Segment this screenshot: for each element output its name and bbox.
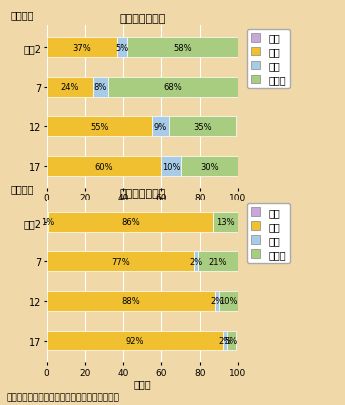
Bar (47, 212, 49, 232)
Text: 資料）国土交通省「全国幹線旅客純流動調査」: 資料）国土交通省「全国幹線旅客純流動調査」 (7, 392, 120, 401)
Legend: 航空, 鉄道, バス, 乗用車: 航空, 鉄道, バス, 乗用車 (247, 30, 290, 89)
Text: 1%: 1% (41, 218, 54, 227)
Bar (161, 157, 181, 177)
Text: 5%: 5% (116, 44, 129, 53)
Bar (127, 38, 238, 58)
Text: 5%: 5% (225, 336, 238, 345)
Text: 37%: 37% (73, 44, 91, 53)
Text: 13%: 13% (216, 218, 235, 227)
Bar (47, 291, 215, 311)
Text: 77%: 77% (111, 257, 130, 266)
Bar (108, 78, 238, 98)
Text: 86%: 86% (121, 218, 140, 227)
Bar (47, 38, 117, 58)
Text: 10%: 10% (162, 162, 180, 171)
Text: 21%: 21% (209, 257, 227, 266)
Text: 88%: 88% (121, 297, 140, 306)
Text: 68%: 68% (164, 83, 182, 92)
Text: 60%: 60% (95, 162, 113, 171)
Bar (213, 212, 238, 232)
Text: 24%: 24% (60, 83, 79, 92)
Bar (47, 252, 194, 272)
Bar (47, 78, 92, 98)
Text: 30%: 30% (200, 162, 219, 171)
Text: 2%: 2% (210, 297, 224, 306)
X-axis label: （％）: （％） (134, 378, 151, 388)
Legend: 航空, 鉄道, バス, 乗用車: 航空, 鉄道, バス, 乗用車 (247, 204, 290, 263)
Bar (181, 157, 238, 177)
Bar (198, 252, 238, 272)
X-axis label: （％）: （％） (134, 204, 151, 214)
Bar (223, 331, 227, 351)
Text: （年度）: （年度） (10, 10, 34, 20)
Bar (117, 38, 127, 58)
Bar (47, 117, 152, 137)
Text: 9%: 9% (154, 123, 167, 132)
Title: 東京都～長野県: 東京都～長野県 (119, 14, 166, 24)
Text: 2%: 2% (218, 336, 231, 345)
Text: 58%: 58% (173, 44, 192, 53)
Bar (47, 331, 223, 351)
Bar (92, 78, 108, 98)
Text: （年度）: （年度） (10, 184, 34, 194)
Title: 東京都～愛知県: 東京都～愛知県 (119, 188, 166, 198)
Text: 35%: 35% (193, 123, 212, 132)
Text: 55%: 55% (90, 123, 108, 132)
Text: 10%: 10% (219, 297, 238, 306)
Bar (49, 212, 213, 232)
Bar (219, 291, 238, 311)
Text: 2%: 2% (189, 257, 203, 266)
Text: 8%: 8% (93, 83, 107, 92)
Bar (169, 117, 236, 137)
Bar (47, 157, 161, 177)
Bar (227, 331, 236, 351)
Bar (152, 117, 169, 137)
Text: 92%: 92% (125, 336, 144, 345)
Bar (215, 291, 219, 311)
Bar (194, 252, 198, 272)
